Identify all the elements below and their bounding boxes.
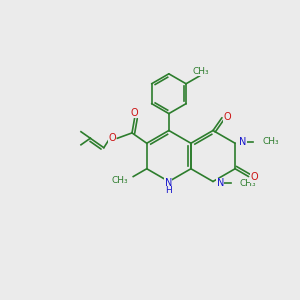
Text: O: O (108, 133, 116, 143)
Text: CH₃: CH₃ (240, 178, 256, 188)
Text: N: N (164, 178, 172, 188)
Text: O: O (223, 112, 231, 122)
Text: N: N (239, 137, 246, 147)
Text: O: O (251, 172, 258, 182)
Text: O: O (130, 108, 138, 118)
Text: CH₃: CH₃ (111, 176, 128, 184)
Text: N: N (217, 178, 224, 188)
Text: CH₃: CH₃ (192, 67, 209, 76)
Text: CH₃: CH₃ (262, 137, 279, 146)
Text: H: H (165, 186, 172, 195)
